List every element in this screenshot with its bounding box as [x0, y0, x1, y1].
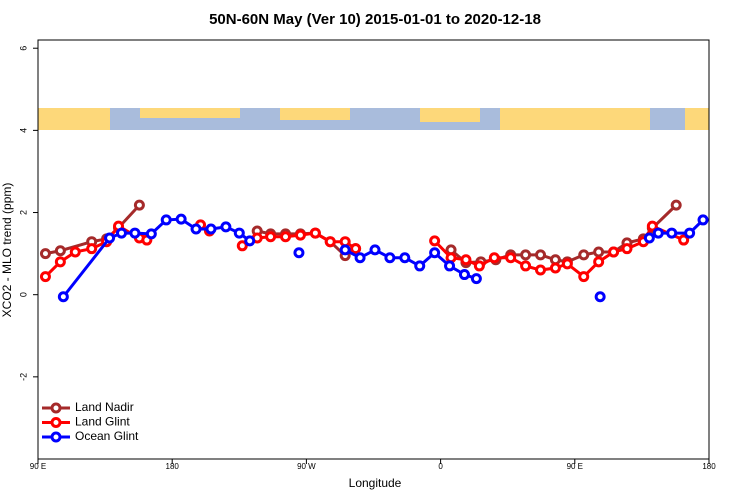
data-point [520, 260, 532, 272]
x-tick-label: 90 E [30, 462, 46, 471]
data-point [429, 247, 441, 259]
data-point [324, 236, 336, 248]
data-point [116, 227, 128, 239]
data-point [280, 231, 292, 243]
map-land [140, 108, 240, 118]
data-point [578, 271, 590, 283]
data-point [399, 252, 411, 264]
data-point [104, 232, 116, 244]
data-point [54, 256, 66, 268]
data-point [697, 214, 709, 226]
data-point [535, 249, 547, 261]
y-tick-label: 6 [18, 46, 28, 51]
data-point [470, 273, 482, 285]
data-point [621, 243, 633, 255]
legend-label: Ocean Glint [75, 429, 139, 443]
data-point [445, 252, 457, 264]
data-point [670, 199, 682, 211]
data-point [233, 227, 245, 239]
data-point [244, 235, 256, 247]
y-tick-label: 4 [18, 128, 28, 133]
data-point [190, 223, 202, 235]
y-tick-label: 0 [18, 292, 28, 297]
y-tick-label: 2 [18, 210, 28, 215]
data-point [129, 227, 141, 239]
data-point [652, 227, 664, 239]
data-point [608, 246, 620, 258]
data-point [145, 228, 157, 240]
data-point [369, 244, 381, 256]
data-point [593, 246, 605, 258]
data-point [678, 234, 690, 246]
legend-swatch-marker [50, 417, 62, 428]
data-point [133, 199, 145, 211]
data-point [488, 252, 500, 264]
x-axis-label: Longitude [349, 476, 402, 490]
data-point [265, 231, 277, 243]
map-band [38, 108, 709, 130]
data-point [57, 291, 69, 303]
map-land [685, 108, 709, 130]
data-point [39, 248, 51, 260]
x-tick-label: 0 [438, 462, 443, 471]
data-point [520, 249, 532, 261]
plot-frame [37, 39, 710, 460]
data-point [309, 227, 321, 239]
map-land [280, 108, 350, 120]
data-point [549, 262, 561, 274]
data-point [175, 213, 187, 225]
x-tick-label: 180 [166, 462, 180, 471]
data-point [414, 260, 426, 272]
map-land [500, 108, 650, 130]
data-point [354, 252, 366, 264]
data-point [578, 249, 590, 261]
y-axis-label: XCO2 - MLO trend (ppm) [0, 183, 14, 318]
data-point [458, 269, 470, 281]
data-point [505, 252, 517, 264]
data-point [684, 227, 696, 239]
data-point [594, 291, 606, 303]
data-point [643, 232, 655, 244]
data-point [160, 214, 172, 226]
data-point [473, 260, 485, 272]
y-tick-label: -2 [18, 373, 28, 381]
data-point [593, 256, 605, 268]
data-point [535, 264, 547, 276]
data-point [86, 243, 98, 255]
data-point [350, 243, 362, 255]
map-land [38, 108, 110, 130]
data-point [39, 271, 51, 283]
x-tick-label: 180 [702, 462, 716, 471]
data-point [220, 221, 232, 233]
x-tick-label: 90 W [297, 462, 316, 471]
data-point [561, 258, 573, 270]
data-point [429, 235, 441, 247]
data-point [293, 247, 305, 259]
data-point [54, 245, 66, 257]
data-point [294, 229, 306, 241]
data-point [646, 220, 658, 232]
legend-swatch-marker [50, 402, 62, 414]
legend-swatch-marker [50, 431, 62, 443]
x-tick-label: 90 E [567, 462, 583, 471]
data-point [384, 252, 396, 264]
data-point [236, 240, 248, 252]
data-point [205, 223, 217, 235]
map-land [420, 108, 480, 122]
data-point [339, 244, 351, 256]
chart-title: 50N-60N May (Ver 10) 2015-01-01 to 2020-… [209, 11, 541, 28]
data-point [666, 227, 678, 239]
data-point [444, 260, 456, 272]
data-point [460, 254, 472, 266]
data-point [69, 246, 81, 258]
legend-label: Land Glint [75, 415, 130, 429]
legend-label: Land Nadir [75, 400, 134, 414]
